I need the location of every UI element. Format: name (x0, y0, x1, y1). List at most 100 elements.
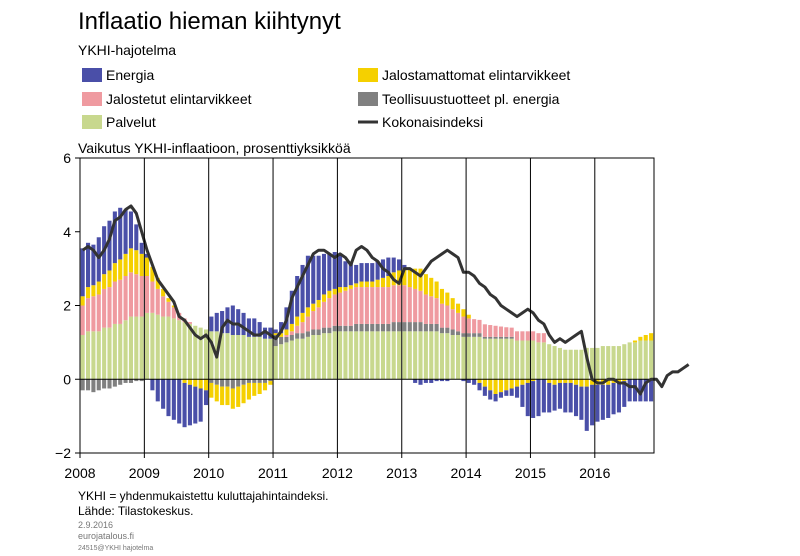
bar-palvelut (311, 335, 316, 380)
bar-jalostamattomat (482, 379, 487, 387)
bar-energia (531, 381, 536, 418)
bar-energia (504, 390, 509, 396)
bar-energia (354, 264, 359, 284)
bar-jalostamattomat (557, 379, 562, 383)
bar-teollisuus (311, 329, 316, 335)
bar-palvelut (584, 347, 589, 380)
bar-teollisuus (316, 329, 321, 335)
bar-jalostetut (445, 305, 450, 328)
bar-jalostetut (391, 285, 396, 323)
bar-jalostamattomat (246, 382, 251, 400)
bar-jalostetut (359, 287, 364, 324)
bar-jalostamattomat (321, 294, 327, 302)
bar-jalostamattomat (423, 274, 428, 295)
bar-jalostetut (370, 287, 375, 324)
bar-energia (563, 382, 568, 413)
bar-palvelut (236, 335, 241, 380)
bar-jalostamattomat (96, 281, 101, 295)
bar-energia (429, 379, 434, 383)
bar-palvelut (493, 338, 498, 380)
legend-swatch-teollisuus (358, 92, 378, 106)
bar-palvelut (439, 333, 445, 380)
bar-jalostetut (338, 292, 343, 326)
bar-energia (161, 379, 166, 409)
bar-energia (520, 384, 525, 407)
x-tick-label: 2010 (193, 465, 224, 481)
bar-jalostamattomat (402, 268, 407, 286)
bar-jalostetut (332, 294, 337, 326)
bar-jalostamattomat (611, 379, 616, 383)
bar-energia (466, 379, 471, 383)
bar-jalostetut (456, 312, 461, 332)
bar-energia (230, 305, 235, 335)
bar-palvelut (354, 331, 359, 380)
bar-teollisuus (273, 335, 278, 347)
bar-teollisuus (214, 379, 219, 385)
x-tick-label: 2011 (258, 465, 288, 481)
bar-palvelut (397, 331, 402, 380)
x-axis: 2008 2009 2010 2011 2012 2013 2014 2015 2016 (64, 453, 611, 481)
bar-jalostamattomat (284, 329, 289, 335)
x-tick-label: 2009 (129, 465, 160, 481)
x-tick-label: 2013 (386, 465, 417, 481)
bar-jalostamattomat (552, 379, 557, 385)
bar-jalostetut (434, 298, 439, 324)
bar-palvelut (364, 331, 369, 380)
bar-palvelut (343, 331, 348, 380)
bar-jalostetut (161, 296, 166, 317)
bar-energia (80, 248, 85, 297)
bar-teollisuus (284, 336, 289, 343)
bar-jalostamattomat (584, 379, 589, 387)
bar-energia (123, 209, 128, 254)
bar-jalostamattomat (573, 379, 579, 385)
bar-jalostamattomat (198, 379, 203, 389)
bar-energia (590, 384, 595, 426)
bar-jalostamattomat (622, 379, 627, 382)
bar-jalostamattomat (370, 281, 375, 288)
bar-energia (252, 318, 257, 337)
bar-palvelut (638, 340, 643, 380)
bar-jalostamattomat (161, 288, 166, 297)
bar-palvelut (80, 335, 85, 380)
bar-palvelut (209, 331, 214, 380)
bar-jalostamattomat (209, 382, 214, 398)
bar-palvelut (466, 336, 471, 380)
bar-palvelut (482, 338, 487, 380)
bar-energia (638, 379, 643, 402)
bar-teollisuus (289, 335, 294, 341)
bar-energia (311, 255, 316, 304)
bar-energia (316, 255, 321, 300)
bar-energia (262, 327, 268, 339)
bar-teollisuus (407, 322, 412, 332)
bar-teollisuus (348, 325, 353, 332)
bar-palvelut (150, 312, 155, 380)
bar-teollisuus (236, 379, 241, 387)
bar-energia (525, 382, 530, 417)
bar-palvelut (498, 338, 503, 380)
bar-energia (198, 388, 203, 422)
bar-jalostamattomat (407, 268, 412, 288)
bar-energia (573, 384, 579, 417)
bar-energia (220, 311, 225, 334)
bar-jalostamattomat (102, 274, 107, 289)
bar-palvelut (112, 323, 117, 380)
bar-teollisuus (112, 379, 117, 387)
bar-jalostamattomat (80, 296, 85, 306)
bar-energia (144, 253, 150, 258)
bar-teollisuus (128, 379, 133, 383)
bar-jalostamattomat (230, 388, 235, 409)
bar-palvelut (348, 331, 353, 380)
bar-jalostetut (348, 288, 353, 326)
bar-teollisuus (134, 379, 139, 382)
bar-energia (96, 237, 101, 282)
bar-jalostamattomat (128, 248, 133, 273)
bar-teollisuus (445, 327, 450, 334)
y-tick-label: 0 (63, 371, 71, 387)
bar-teollisuus (257, 379, 262, 383)
bar-palvelut (187, 323, 192, 380)
legend-label-teollisuus: Teollisuustuotteet pl. energia (382, 91, 560, 107)
bar-energia (214, 312, 219, 332)
bar-jalostetut (482, 324, 487, 337)
bar-energia (171, 379, 176, 420)
